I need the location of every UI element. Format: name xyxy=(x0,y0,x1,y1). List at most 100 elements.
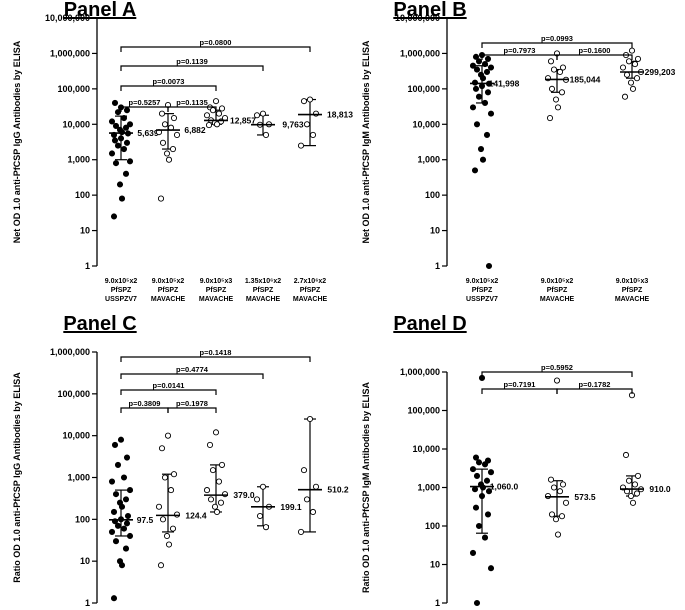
data-point xyxy=(485,488,493,495)
median-label: 379.0 xyxy=(233,490,255,500)
p-value-label: p=0.0993 xyxy=(541,34,573,43)
data-point xyxy=(213,121,221,128)
bracket-line xyxy=(120,373,264,379)
data-point xyxy=(562,499,570,506)
y-tick-label: 100 xyxy=(75,190,90,200)
y-tick-label: 1,000,000 xyxy=(400,48,440,58)
data-point xyxy=(552,96,560,103)
data-point xyxy=(487,110,495,117)
y-tick-label: 1,000 xyxy=(417,155,440,165)
comparison-bracket: p=0.7191 xyxy=(481,380,558,394)
data-point xyxy=(118,195,126,202)
x-tick-label: MAVACHE xyxy=(246,296,281,303)
data-point xyxy=(554,531,562,538)
comparison-bracket: p=0.3809 xyxy=(120,399,169,413)
comparison-bracket: p=0.1600 xyxy=(556,46,633,60)
x-tick-label: 9.0x10⁵x2 xyxy=(152,278,185,285)
data-point xyxy=(552,516,560,523)
comparison-bracket: p=0.0800 xyxy=(120,38,311,52)
group-2: 9.0x10⁵x2PfSPZMAVACHE573.5 xyxy=(544,377,596,538)
p-value-label: p=0.3809 xyxy=(129,399,161,408)
data-point xyxy=(479,75,487,82)
data-point xyxy=(122,170,130,177)
data-point xyxy=(484,511,492,518)
comparison-bracket: p=0.1782 xyxy=(556,380,633,394)
data-point xyxy=(126,487,134,494)
bracket-line xyxy=(167,407,217,413)
data-point xyxy=(114,142,122,149)
data-point xyxy=(479,484,487,491)
data-point xyxy=(312,110,320,117)
x-tick-label: 1.35x10⁶x2 xyxy=(245,278,281,285)
y-tick-label: 10,000,000 xyxy=(395,13,440,23)
data-point xyxy=(309,508,317,516)
data-point xyxy=(118,129,126,136)
data-point xyxy=(483,131,491,139)
data-point xyxy=(634,472,642,479)
median-label: 9,763 xyxy=(282,120,304,130)
data-point xyxy=(126,158,134,165)
x-tick-label: MAVACHE xyxy=(199,296,234,303)
data-point xyxy=(211,503,219,510)
data-point xyxy=(481,534,489,541)
data-point xyxy=(114,522,122,529)
data-point xyxy=(259,483,267,490)
y-tick-label: 10,000 xyxy=(412,119,440,129)
p-value-label: p=0.0073 xyxy=(153,77,185,86)
data-point xyxy=(112,122,120,129)
group-1: 9.0x10⁵x2 PfSPZ USSPZV7 141,998 xyxy=(466,51,520,303)
panel-title: Panel A xyxy=(64,0,137,21)
data-point xyxy=(203,112,211,119)
data-point xyxy=(487,565,495,572)
data-point xyxy=(621,93,629,100)
data-point xyxy=(475,459,483,466)
data-point xyxy=(619,64,627,71)
p-value-label: p=0.1978 xyxy=(176,399,208,408)
group-3: 9.0x10⁵x3PfSPZMAVACHE379.0 xyxy=(203,429,255,516)
p-value-label: p=0.5257 xyxy=(129,98,161,107)
data-point xyxy=(306,96,314,103)
data-point xyxy=(123,107,131,114)
data-point xyxy=(169,525,177,532)
median-label: 185,044 xyxy=(570,74,601,84)
comparison-bracket: p=0.5952 xyxy=(481,363,633,377)
data-point xyxy=(123,520,131,527)
comparison-bracket: p=0.0993 xyxy=(481,34,633,48)
data-point xyxy=(110,508,118,516)
data-point xyxy=(469,549,477,556)
data-point xyxy=(203,487,211,494)
data-point xyxy=(481,461,489,468)
y-axis-label: Ratio OD 1.0 anti-PfCSP IgM Antibodies b… xyxy=(361,381,371,593)
bracket-line xyxy=(120,65,264,71)
median-label: 1,060.0 xyxy=(490,482,519,492)
y-tick-label: 100 xyxy=(425,521,440,531)
comparison-bracket: p=0.0141 xyxy=(120,381,217,395)
median-label: 141,998 xyxy=(489,78,520,88)
data-point xyxy=(157,195,165,202)
y-tick-label: 100,000 xyxy=(57,84,90,94)
y-axis-label: Net OD 1.0 anti-PfCSP IgG Antibodies by … xyxy=(12,40,22,243)
bracket-line xyxy=(120,407,169,413)
data-point xyxy=(217,499,225,506)
data-point xyxy=(117,436,125,443)
data-point xyxy=(118,503,126,510)
x-tick-label: 9.0x10⁵x3 xyxy=(616,278,649,285)
data-point xyxy=(122,496,130,503)
data-point xyxy=(173,131,181,139)
data-point xyxy=(108,150,116,157)
data-point xyxy=(157,562,165,569)
median-label: 299,203 xyxy=(645,67,676,77)
data-point xyxy=(306,415,314,423)
data-point xyxy=(123,454,131,461)
data-point xyxy=(475,522,483,530)
x-tick-label: 9.0x10⁵x3 xyxy=(200,278,233,285)
data-point xyxy=(161,121,169,128)
data-point xyxy=(548,511,556,518)
comparison-bracket: p=0.4774 xyxy=(120,365,264,379)
group-1: 9.0x10⁵x2 PfSPZ USSPZV7 5,639 xyxy=(105,99,159,303)
x-tick-label: MAVACHE xyxy=(540,296,575,303)
panel-d: Panel D Ratio OD 1.0 anti-PfCSP IgM Antib… xyxy=(361,313,671,608)
y-tick-label: 1 xyxy=(435,261,440,271)
data-point xyxy=(207,496,215,503)
data-point xyxy=(312,483,320,490)
